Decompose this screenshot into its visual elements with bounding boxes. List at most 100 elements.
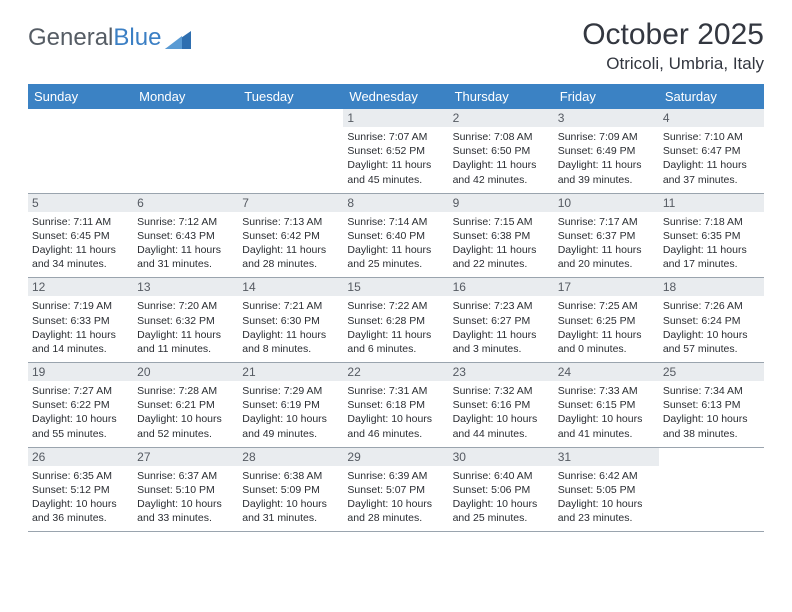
calendar-cell: 22 Sunrise: 7:31 AMSunset: 6:18 PMDayligh…: [343, 363, 448, 448]
day-details: Sunrise: 7:10 AMSunset: 6:47 PMDaylight:…: [663, 130, 760, 187]
calendar-cell: 3Sunrise: 7:09 AMSunset: 6:49 PMDaylight…: [554, 109, 659, 193]
day-number: 18: [659, 278, 764, 296]
calendar-cell: 23Sunrise: 7:32 AMSunset: 6:16 PMDayligh…: [449, 363, 554, 448]
calendar-cell: 8Sunrise: 7:14 AMSunset: 6:40 PMDaylight…: [343, 193, 448, 278]
calendar-cell: 6Sunrise: 7:12 AMSunset: 6:43 PMDaylight…: [133, 193, 238, 278]
day-details: Sunrise: 7:18 AMSunset: 6:35 PMDaylight:…: [663, 215, 760, 272]
day-number: 17: [554, 278, 659, 296]
logo-text: GeneralBlue: [28, 24, 161, 52]
calendar-cell: [133, 109, 238, 193]
day-details: Sunrise: 7:21 AMSunset: 6:30 PMDaylight:…: [242, 299, 339, 356]
day-number: 12: [28, 278, 133, 296]
day-details: Sunrise: 7:17 AMSunset: 6:37 PMDaylight:…: [558, 215, 655, 272]
day-number: 26: [28, 448, 133, 466]
calendar-cell: 21 Sunrise: 7:29 AMSunset: 6:19 PMDayligh…: [238, 363, 343, 448]
logo-word2: Blue: [113, 24, 161, 51]
calendar-row: 5 Sunrise: 7:11 AMSunset: 6:45 PMDaylight…: [28, 193, 764, 278]
day-details: Sunrise: 7:27 AMSunset: 6:22 PMDaylight:…: [32, 384, 129, 441]
calendar-cell: 15 Sunrise: 7:22 AMSunset: 6:28 PMDayligh…: [343, 278, 448, 363]
day-details: Sunrise: 6:42 AMSunset: 5:05 PMDaylight:…: [558, 469, 655, 526]
day-details: Sunrise: 6:38 AMSunset: 5:09 PMDaylight:…: [242, 469, 339, 526]
weekday-header: Tuesday: [238, 84, 343, 109]
day-details: Sunrise: 7:23 AMSunset: 6:27 PMDaylight:…: [453, 299, 550, 356]
day-details: Sunrise: 7:11 AMSunset: 6:45 PMDaylight:…: [32, 215, 129, 272]
title-block: October 2025 Otricoli, Umbria, Italy: [582, 18, 764, 74]
calendar-cell: 12 Sunrise: 7:19 AMSunset: 6:33 PMDayligh…: [28, 278, 133, 363]
day-number: 29: [343, 448, 448, 466]
calendar-cell: 2Sunrise: 7:08 AMSunset: 6:50 PMDaylight…: [449, 109, 554, 193]
day-details: Sunrise: 7:26 AMSunset: 6:24 PMDaylight:…: [663, 299, 760, 356]
day-number: 21: [238, 363, 343, 381]
logo-triangle-icon: [165, 29, 191, 49]
day-details: Sunrise: 7:13 AMSunset: 6:42 PMDaylight:…: [242, 215, 339, 272]
weekday-header-row: SundayMondayTuesdayWednesdayThursdayFrid…: [28, 84, 764, 109]
calendar-cell: 31Sunrise: 6:42 AMSunset: 5:05 PMDayligh…: [554, 447, 659, 532]
calendar-cell: 13 Sunrise: 7:20 AMSunset: 6:32 PMDayligh…: [133, 278, 238, 363]
calendar-row: 26 Sunrise: 6:35 AMSunset: 5:12 PMDayligh…: [28, 447, 764, 532]
day-details: Sunrise: 7:20 AMSunset: 6:32 PMDaylight:…: [137, 299, 234, 356]
page-title: October 2025: [582, 18, 764, 52]
calendar-cell: 19Sunrise: 7:27 AMSunset: 6:22 PMDayligh…: [28, 363, 133, 448]
weekday-header: Monday: [133, 84, 238, 109]
day-details: Sunrise: 6:40 AMSunset: 5:06 PMDaylight:…: [453, 469, 550, 526]
day-details: Sunrise: 7:22 AMSunset: 6:28 PMDaylight:…: [347, 299, 444, 356]
calendar-cell: 29Sunrise: 6:39 AMSunset: 5:07 PMDayligh…: [343, 447, 448, 532]
calendar-cell: 5 Sunrise: 7:11 AMSunset: 6:45 PMDaylight…: [28, 193, 133, 278]
day-number: 24: [554, 363, 659, 381]
day-number: 11: [659, 194, 764, 212]
calendar-cell: 9 Sunrise: 7:15 AMSunset: 6:38 PMDaylight…: [449, 193, 554, 278]
logo-word1: General: [28, 24, 113, 51]
day-details: Sunrise: 7:15 AMSunset: 6:38 PMDaylight:…: [453, 215, 550, 272]
day-details: Sunrise: 7:07 AMSunset: 6:52 PMDaylight:…: [347, 130, 444, 187]
weekday-header: Friday: [554, 84, 659, 109]
calendar-cell: 1Sunrise: 7:07 AMSunset: 6:52 PMDaylight…: [343, 109, 448, 193]
calendar-cell: 30 Sunrise: 6:40 AMSunset: 5:06 PMDayligh…: [449, 447, 554, 532]
day-number: 16: [449, 278, 554, 296]
day-details: Sunrise: 6:37 AMSunset: 5:10 PMDaylight:…: [137, 469, 234, 526]
day-details: Sunrise: 7:25 AMSunset: 6:25 PMDaylight:…: [558, 299, 655, 356]
day-details: Sunrise: 7:08 AMSunset: 6:50 PMDaylight:…: [453, 130, 550, 187]
day-details: Sunrise: 7:34 AMSunset: 6:13 PMDaylight:…: [663, 384, 760, 441]
logo: GeneralBlue: [28, 24, 191, 52]
calendar-cell: 26 Sunrise: 6:35 AMSunset: 5:12 PMDayligh…: [28, 447, 133, 532]
day-number: 25: [659, 363, 764, 381]
day-details: Sunrise: 7:12 AMSunset: 6:43 PMDaylight:…: [137, 215, 234, 272]
day-number: 14: [238, 278, 343, 296]
day-number: 8: [343, 194, 448, 212]
calendar-cell: 17 Sunrise: 7:25 AMSunset: 6:25 PMDayligh…: [554, 278, 659, 363]
day-number: 28: [238, 448, 343, 466]
day-details: Sunrise: 7:29 AMSunset: 6:19 PMDaylight:…: [242, 384, 339, 441]
calendar-cell: 14 Sunrise: 7:21 AMSunset: 6:30 PMDayligh…: [238, 278, 343, 363]
weekday-header: Wednesday: [343, 84, 448, 109]
weekday-header: Saturday: [659, 84, 764, 109]
day-number: 22: [343, 363, 448, 381]
day-number: 30: [449, 448, 554, 466]
calendar-cell: 24 Sunrise: 7:33 AMSunset: 6:15 PMDayligh…: [554, 363, 659, 448]
calendar-row: 12 Sunrise: 7:19 AMSunset: 6:33 PMDayligh…: [28, 278, 764, 363]
day-number: 15: [343, 278, 448, 296]
calendar-cell: 16 Sunrise: 7:23 AMSunset: 6:27 PMDayligh…: [449, 278, 554, 363]
day-details: Sunrise: 7:19 AMSunset: 6:33 PMDaylight:…: [32, 299, 129, 356]
day-details: Sunrise: 7:32 AMSunset: 6:16 PMDaylight:…: [453, 384, 550, 441]
calendar-table: SundayMondayTuesdayWednesdayThursdayFrid…: [28, 84, 764, 532]
calendar-cell: [659, 447, 764, 532]
calendar-cell: [28, 109, 133, 193]
day-number: 4: [659, 109, 764, 127]
day-number: 13: [133, 278, 238, 296]
day-number: 27: [133, 448, 238, 466]
day-details: Sunrise: 6:35 AMSunset: 5:12 PMDaylight:…: [32, 469, 129, 526]
day-number: 10: [554, 194, 659, 212]
day-details: Sunrise: 7:09 AMSunset: 6:49 PMDaylight:…: [558, 130, 655, 187]
day-number: 20: [133, 363, 238, 381]
day-details: Sunrise: 7:31 AMSunset: 6:18 PMDaylight:…: [347, 384, 444, 441]
calendar-cell: 28 Sunrise: 6:38 AMSunset: 5:09 PMDayligh…: [238, 447, 343, 532]
day-number: 5: [28, 194, 133, 212]
weekday-header: Thursday: [449, 84, 554, 109]
day-details: Sunrise: 7:28 AMSunset: 6:21 PMDaylight:…: [137, 384, 234, 441]
day-details: Sunrise: 7:33 AMSunset: 6:15 PMDaylight:…: [558, 384, 655, 441]
calendar-cell: 27 Sunrise: 6:37 AMSunset: 5:10 PMDayligh…: [133, 447, 238, 532]
calendar-cell: 20 Sunrise: 7:28 AMSunset: 6:21 PMDayligh…: [133, 363, 238, 448]
day-number: 9: [449, 194, 554, 212]
header: GeneralBlue October 2025 Otricoli, Umbri…: [28, 18, 764, 74]
calendar-cell: 25 Sunrise: 7:34 AMSunset: 6:13 PMDayligh…: [659, 363, 764, 448]
